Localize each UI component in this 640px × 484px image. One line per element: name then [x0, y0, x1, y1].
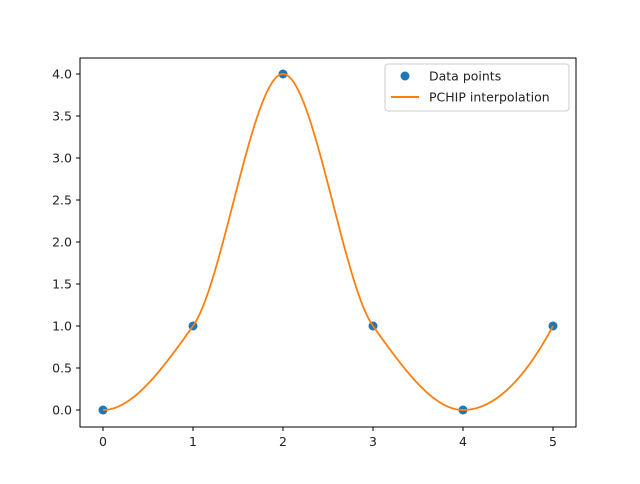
x-tick-label: 5 [549, 434, 557, 449]
legend: Data points PCHIP interpolation [384, 63, 570, 112]
y-tick-label: 0.0 [52, 403, 72, 418]
x-tick-label: 3 [369, 434, 377, 449]
scatter-marker-icon [400, 71, 410, 81]
y-tick-label: 2.5 [52, 193, 72, 208]
y-tick-label: 3.0 [52, 151, 72, 166]
legend-box [384, 63, 570, 112]
y-tick-label: 0.5 [52, 361, 72, 376]
x-axis: 0 1 2 3 4 5 [99, 427, 557, 449]
x-tick-label: 2 [279, 434, 287, 449]
x-tick-label: 1 [189, 434, 197, 449]
pchip-curve [102, 73, 554, 411]
x-tick-label: 0 [99, 434, 107, 449]
y-tick-label: 1.0 [52, 319, 72, 334]
y-axis: 0.0 0.5 1.0 1.5 2.0 2.5 3.0 3.5 4.0 [52, 67, 80, 418]
y-tick-label: 2.0 [52, 235, 72, 250]
y-tick-label: 3.5 [52, 109, 72, 124]
x-tick-label: 4 [459, 434, 467, 449]
plot-area [98, 69, 558, 415]
legend-label-data-points: Data points [429, 69, 501, 84]
y-tick-label: 1.5 [52, 277, 72, 292]
legend-label-pchip: PCHIP interpolation [429, 90, 550, 105]
y-tick-label: 4.0 [52, 67, 72, 82]
